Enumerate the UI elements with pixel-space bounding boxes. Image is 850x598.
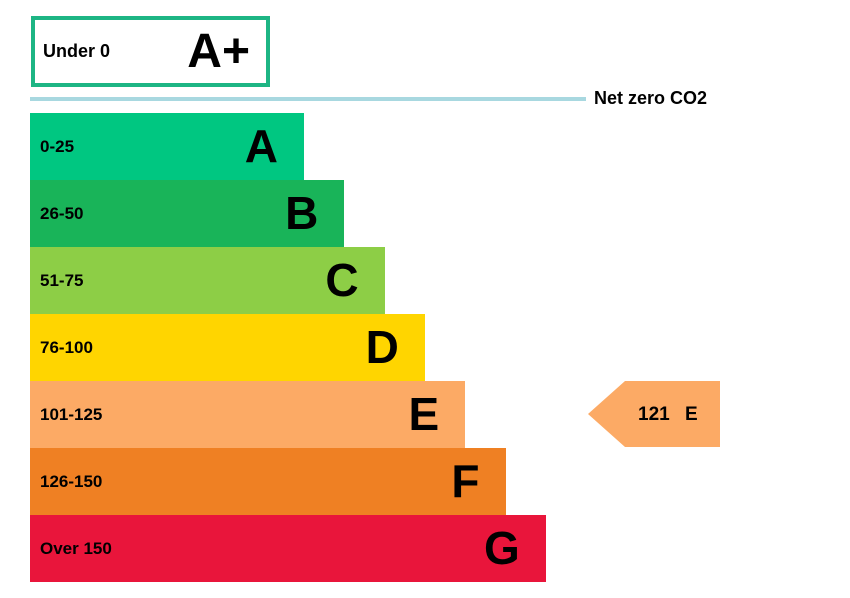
rating-letter: G — [484, 522, 520, 574]
range-label: 0-25 — [40, 137, 75, 156]
rating-letter: E — [408, 388, 440, 440]
pointer-shape — [588, 381, 720, 447]
range-label: Under 0 — [43, 41, 111, 61]
rating-box: Under 0 A+ — [31, 16, 270, 87]
rating-letter: F — [451, 455, 480, 507]
net-zero-line — [30, 97, 586, 101]
rating-band: 126-150 F — [30, 448, 506, 515]
current-rating: E — [685, 404, 698, 425]
rating-letter: C — [325, 254, 359, 306]
net-zero-label: Net zero CO2 — [594, 88, 708, 108]
rating-band: 76-100 D — [30, 314, 425, 381]
current-pointer: 121 E — [588, 381, 720, 447]
range-label: 126-150 — [40, 472, 103, 491]
range-label: Over 150 — [40, 539, 112, 558]
rating-letter: A+ — [187, 25, 250, 78]
range-label: 26-50 — [40, 204, 84, 223]
rating-band: 51-75 C — [30, 247, 385, 314]
rating-letter: D — [365, 321, 399, 373]
rating-letter: B — [285, 187, 319, 239]
current-score: 121 — [638, 404, 670, 425]
rating-band: 0-25 A — [30, 113, 304, 180]
range-label: 101-125 — [40, 405, 103, 424]
rating-band: Over 150 G — [30, 515, 546, 582]
range-label: 51-75 — [40, 271, 84, 290]
range-label: 76-100 — [40, 338, 93, 357]
rating-band: 101-125 E — [30, 381, 466, 448]
rating-band: 26-50 B — [30, 180, 345, 247]
rating-letter: A — [244, 120, 278, 172]
